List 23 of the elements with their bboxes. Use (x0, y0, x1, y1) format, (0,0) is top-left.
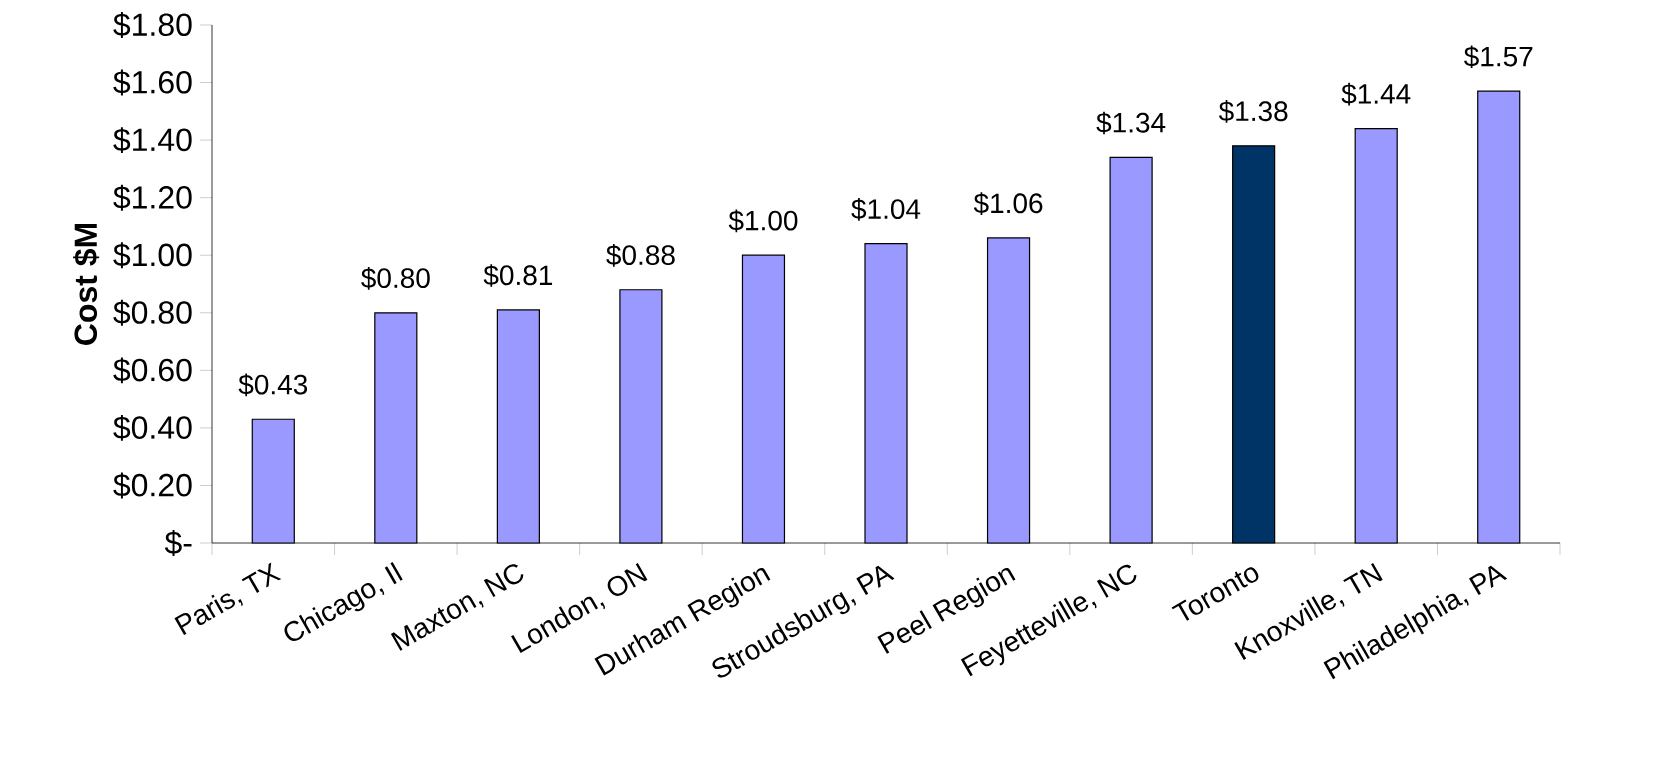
y-tick-label: $0.80 (113, 299, 192, 326)
data-label: $0.88 (606, 244, 675, 267)
data-label: $0.43 (238, 373, 308, 397)
data-label: $1.00 (728, 209, 798, 233)
y-tick-label: $1.60 (113, 69, 192, 96)
y-tick-label: $- (164, 530, 192, 556)
data-label: $1.04 (851, 197, 921, 221)
y-tick-label: $1.00 (113, 242, 192, 269)
y-tick-label: $0.20 (113, 472, 192, 499)
data-label: $1.44 (1341, 82, 1411, 106)
data-label: $1.06 (973, 192, 1043, 215)
x-tick-label: Paris, TX (174, 562, 282, 636)
data-label: $1.57 (1464, 45, 1533, 69)
data-label: $1.38 (1218, 100, 1288, 123)
y-tick-label: $1.20 (113, 184, 192, 211)
data-label: $1.34 (1096, 111, 1166, 135)
y-tick-label: $1.80 (113, 12, 192, 38)
y-axis-title: Cost $M (73, 223, 100, 345)
y-tick-label: $0.60 (113, 357, 192, 384)
data-label: $0.81 (483, 264, 553, 287)
data-label: $0.80 (361, 267, 430, 290)
y-tick-label: $1.40 (113, 127, 192, 154)
y-tick-label: $0.40 (113, 414, 192, 441)
